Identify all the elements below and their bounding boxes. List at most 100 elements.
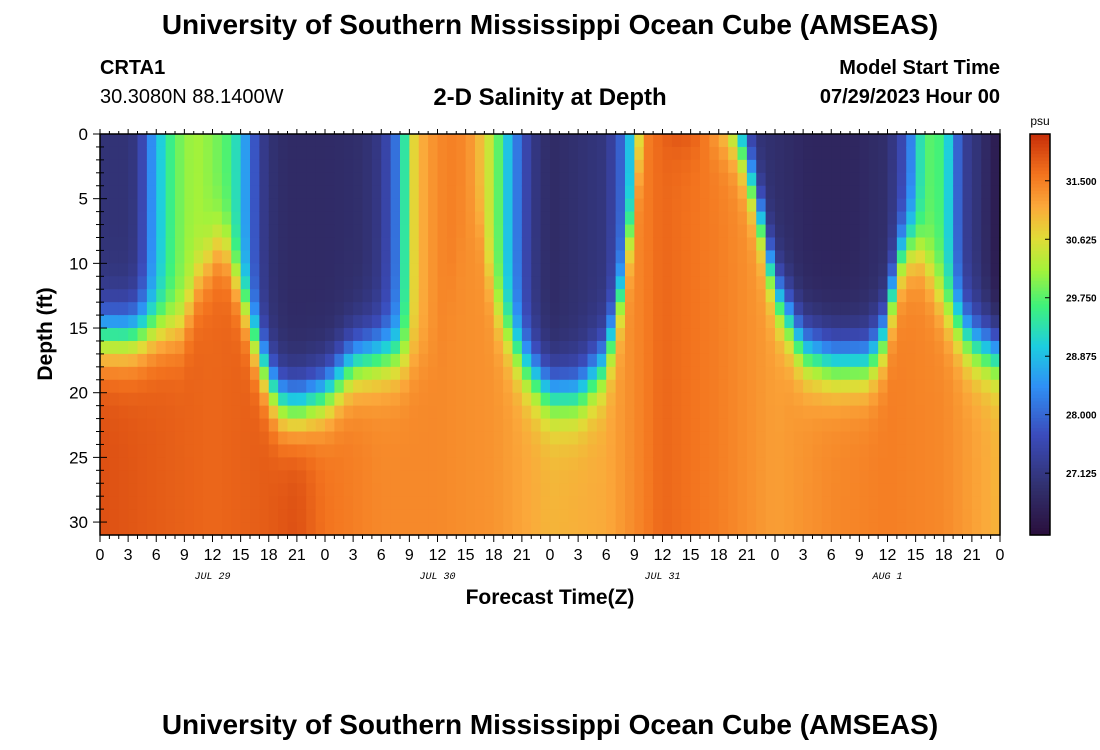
- heatmap-cell: [953, 276, 964, 290]
- heatmap-cell: [634, 263, 645, 277]
- heatmap-cell: [653, 185, 664, 200]
- heatmap-cell: [990, 250, 1001, 264]
- heatmap-cell: [381, 522, 392, 536]
- x-tick-label: 0: [996, 547, 1005, 564]
- heatmap-cell: [943, 353, 954, 368]
- heatmap-cell: [503, 250, 514, 264]
- heatmap-cell: [100, 211, 110, 226]
- heatmap-cell: [793, 237, 804, 252]
- heatmap-cell: [953, 211, 964, 226]
- heatmap-cell: [775, 198, 785, 213]
- colorbar-band: [1030, 324, 1050, 329]
- heatmap-cell: [146, 444, 157, 458]
- heatmap-cell: [625, 470, 635, 484]
- heatmap-cell: [831, 431, 842, 446]
- heatmap-cell: [100, 431, 110, 446]
- heatmap-cell: [212, 340, 223, 355]
- heatmap-cell: [868, 250, 879, 264]
- heatmap-cell: [915, 457, 926, 471]
- heatmap-cell: [371, 353, 382, 368]
- heatmap-cell: [118, 340, 129, 355]
- plot-title: 2-D Salinity at Depth: [433, 84, 667, 111]
- heatmap-cell: [306, 159, 317, 174]
- heatmap-cell: [334, 134, 345, 148]
- heatmap-cell: [953, 418, 964, 433]
- heatmap-cell: [137, 496, 148, 510]
- heatmap-cell: [915, 509, 926, 523]
- heatmap-cell: [671, 289, 682, 303]
- heatmap-cell: [306, 353, 317, 368]
- heatmap-cell: [531, 134, 542, 148]
- heatmap-cell: [643, 522, 654, 536]
- colorbar-band: [1030, 204, 1050, 209]
- heatmap-cell: [381, 496, 392, 510]
- heatmap-cell: [446, 276, 457, 290]
- heatmap-cell: [803, 366, 814, 381]
- heatmap-cell: [203, 470, 214, 484]
- heatmap-cell: [690, 457, 701, 471]
- heatmap-cell: [803, 328, 814, 342]
- heatmap-cell: [540, 444, 551, 458]
- heatmap-cell: [971, 431, 982, 446]
- heatmap-cell: [287, 340, 298, 355]
- heatmap-cell: [859, 328, 870, 342]
- heatmap-cell: [203, 457, 214, 471]
- heatmap-cell: [484, 366, 495, 381]
- heatmap-cell: [193, 470, 204, 484]
- heatmap-cell: [681, 405, 692, 420]
- heatmap-cell: [212, 483, 223, 497]
- heatmap-cell: [953, 509, 964, 523]
- heatmap-cell: [803, 211, 814, 226]
- heatmap-cell: [203, 172, 214, 187]
- heatmap-cell: [259, 470, 270, 484]
- heatmap-cell: [878, 431, 889, 446]
- heatmap-cell: [409, 353, 420, 368]
- heatmap-cell: [775, 431, 785, 446]
- heatmap-cell: [728, 522, 739, 536]
- heatmap-cell: [550, 509, 560, 523]
- heatmap-cell: [728, 237, 739, 252]
- heatmap-cell: [409, 340, 420, 355]
- heatmap-cell: [915, 522, 926, 536]
- heatmap-cell: [343, 302, 354, 316]
- heatmap-cell: [934, 185, 945, 200]
- heatmap-cell: [409, 211, 420, 226]
- heatmap-cell: [475, 185, 485, 200]
- heatmap-cell: [906, 134, 917, 148]
- heatmap-cell: [925, 496, 935, 510]
- heatmap-cell: [962, 340, 973, 355]
- heatmap-cell: [671, 509, 682, 523]
- heatmap-cell: [315, 211, 326, 226]
- colorbar-band: [1030, 374, 1050, 379]
- heatmap-cell: [418, 315, 429, 329]
- heatmap-cell: [615, 444, 626, 458]
- heatmap-cell: [296, 172, 307, 187]
- heatmap-cell: [400, 146, 410, 161]
- heatmap-cell: [484, 315, 495, 329]
- heatmap-cell: [859, 276, 870, 290]
- heatmap-cell: [231, 146, 242, 161]
- heatmap-cell: [803, 250, 814, 264]
- heatmap-cell: [193, 146, 204, 161]
- heatmap-cell: [287, 302, 298, 316]
- heatmap-cell: [231, 405, 242, 420]
- heatmap-cell: [306, 470, 317, 484]
- heatmap-cell: [343, 340, 354, 355]
- heatmap-cell: [371, 302, 382, 316]
- x-tick-label: 18: [260, 547, 278, 564]
- heatmap-cell: [831, 509, 842, 523]
- heatmap-cell: [334, 405, 345, 420]
- heatmap-cell: [531, 185, 542, 200]
- heatmap-cell: [118, 483, 129, 497]
- heatmap-cell: [109, 134, 120, 148]
- heatmap-cell: [250, 483, 260, 497]
- heatmap-cell: [268, 315, 279, 329]
- heatmap-cell: [240, 483, 251, 497]
- heatmap-cell: [446, 379, 457, 394]
- heatmap-cell: [409, 276, 420, 290]
- heatmap-cell: [221, 328, 232, 342]
- heatmap-cell: [118, 431, 129, 446]
- heatmap-cell: [981, 237, 992, 252]
- heatmap-cell: [925, 328, 935, 342]
- heatmap-cell: [746, 198, 757, 213]
